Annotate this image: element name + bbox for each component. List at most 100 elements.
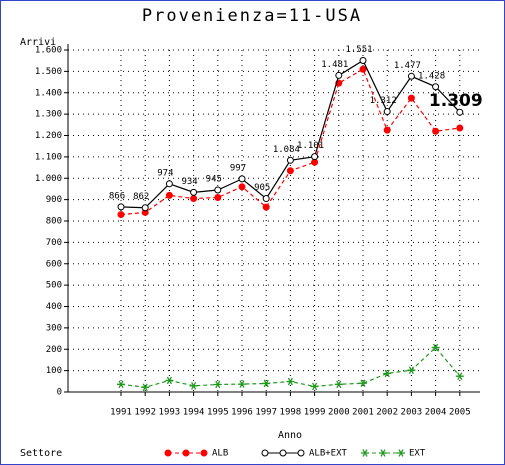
data-point: [238, 380, 246, 388]
data-point: [238, 175, 246, 183]
data-label: 1.481: [321, 60, 348, 70]
chart-title: Provenienza=11-USA: [142, 6, 362, 26]
y-tick-label: 400: [46, 302, 62, 312]
data-point: [359, 379, 367, 388]
y-tick-label: 1.300: [35, 110, 62, 120]
data-point: [117, 211, 125, 219]
y-tick-label: 1.600: [35, 46, 62, 56]
data-label: 905: [254, 183, 270, 193]
data-point: [214, 186, 222, 194]
legend-marker: [200, 449, 208, 457]
data-label: 866: [109, 191, 125, 201]
data-point: [165, 376, 174, 385]
y-tick-label: 700: [46, 238, 62, 248]
x-tick-label: 1991: [110, 408, 132, 418]
data-point: [359, 56, 367, 64]
data-point: [431, 343, 440, 352]
data-point: [213, 380, 222, 389]
y-tick-label: 1.200: [35, 131, 62, 141]
data-point: [432, 127, 440, 135]
data-point: [262, 195, 270, 203]
legend-marker: [182, 449, 190, 457]
data-point: [141, 383, 150, 392]
data-label: 1.312: [370, 96, 397, 106]
x-tick-label: 2005: [449, 408, 471, 418]
x-tick-label: 1999: [304, 408, 326, 418]
y-tick-label: 1.100: [35, 152, 62, 162]
data-point: [383, 126, 391, 134]
legend-marker: [361, 449, 369, 457]
data-label: 934: [181, 177, 197, 187]
legend-label: EXT: [409, 449, 426, 459]
legend-marker: [164, 449, 172, 457]
x-tick-label: 1998: [280, 408, 302, 418]
x-tick-label: 2004: [425, 408, 447, 418]
x-tick-label: 2002: [376, 408, 398, 418]
legend-marker: [379, 449, 387, 457]
y-tick-label: 200: [46, 345, 62, 355]
data-label: 1.551: [345, 45, 372, 55]
data-point: [407, 72, 415, 80]
data-point: [190, 195, 198, 203]
data-point: [238, 183, 246, 191]
legend-title: Settore: [20, 448, 62, 459]
x-tick-label: 1995: [207, 408, 229, 418]
data-point: [455, 372, 464, 380]
legend-marker: [297, 449, 305, 457]
x-tick-label: 1992: [134, 408, 156, 418]
data-point: [117, 380, 125, 389]
series-line: [120, 68, 460, 216]
data-point: [286, 156, 294, 164]
data-point: [262, 203, 270, 211]
data-label: 862: [133, 192, 149, 202]
data-label: 1.101: [297, 141, 324, 151]
data-label: 974: [157, 168, 173, 178]
y-tick-label: 500: [46, 281, 62, 291]
x-axis-label: Anno: [278, 430, 302, 441]
y-tick-label: 600: [46, 259, 62, 269]
y-tick-label: 800: [46, 217, 62, 227]
legend-marker: [397, 449, 405, 457]
data-point: [311, 153, 319, 161]
y-tick-label: 0: [57, 388, 62, 398]
data-point: [432, 83, 440, 91]
data-point: [262, 379, 271, 388]
x-tick-label: 1993: [159, 408, 181, 418]
x-tick-label: 2003: [401, 408, 423, 418]
x-tick-label: 1994: [183, 408, 205, 418]
data-point: [383, 108, 391, 116]
legend-label: ALB: [212, 449, 228, 459]
x-tick-label: 2000: [328, 408, 350, 418]
data-point: [286, 377, 295, 386]
y-tick-label: 1.400: [35, 88, 62, 98]
data-point: [359, 65, 367, 73]
data-point: [141, 204, 149, 212]
y-tick-label: 900: [46, 195, 62, 205]
y-tick-label: 1.000: [35, 174, 62, 184]
data-point: [189, 382, 198, 390]
y-tick-label: 100: [46, 366, 62, 376]
legend-label: ALB+EXT: [309, 449, 348, 459]
y-axis-label: Arrivi: [20, 37, 56, 48]
data-label: 945: [206, 175, 222, 185]
x-tick-label: 2001: [352, 408, 374, 418]
data-point: [117, 203, 125, 211]
data-point: [214, 193, 222, 201]
data-label: 1.477: [394, 61, 421, 71]
data-label: 1.084: [273, 145, 300, 155]
data-label: 1.309: [429, 91, 483, 111]
data-point: [335, 71, 343, 79]
y-tick-label: 300: [46, 323, 62, 333]
data-point: [190, 188, 198, 196]
data-point: [407, 94, 415, 102]
data-point: [456, 124, 464, 132]
data-label: 1.428: [418, 71, 445, 81]
y-tick-label: 1.500: [35, 67, 62, 77]
data-point: [310, 382, 319, 391]
data-point: [407, 366, 416, 374]
data-point: [334, 380, 343, 389]
x-tick-label: 1997: [255, 408, 277, 418]
data-label: 997: [230, 163, 246, 173]
data-point: [383, 369, 392, 378]
